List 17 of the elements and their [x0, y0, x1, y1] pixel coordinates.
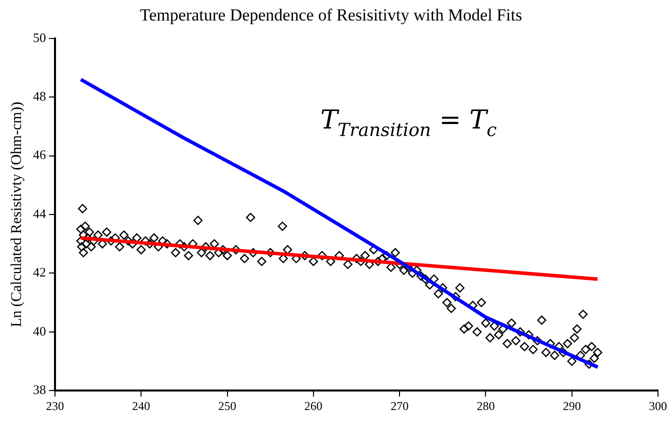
y-tick-label: 48 [33, 88, 46, 104]
x-tick-label: 270 [390, 398, 409, 413]
y-axis-title: Ln (Calculated Resistivty (Ohm-cm)) [8, 102, 25, 328]
y-tick-label: 40 [33, 323, 46, 338]
x-tick-label: 260 [304, 398, 322, 413]
x-tick-label: 250 [218, 398, 236, 413]
x-tick-label: 240 [132, 398, 150, 413]
y-tick-label: 42 [33, 264, 46, 280]
y-tick-label: 50 [33, 30, 46, 45]
x-tick-label: 290 [562, 398, 581, 413]
x-tick-label: 300 [649, 398, 667, 413]
y-tick-label: 44 [33, 206, 46, 221]
y-tick-label: 38 [33, 382, 46, 398]
y-tick-label: 46 [33, 147, 46, 162]
chart-title: Temperature Dependence of Resisitivty with Model Fits [140, 6, 522, 25]
x-tick-label: 280 [476, 398, 495, 413]
x-tick-label: 230 [46, 398, 64, 413]
